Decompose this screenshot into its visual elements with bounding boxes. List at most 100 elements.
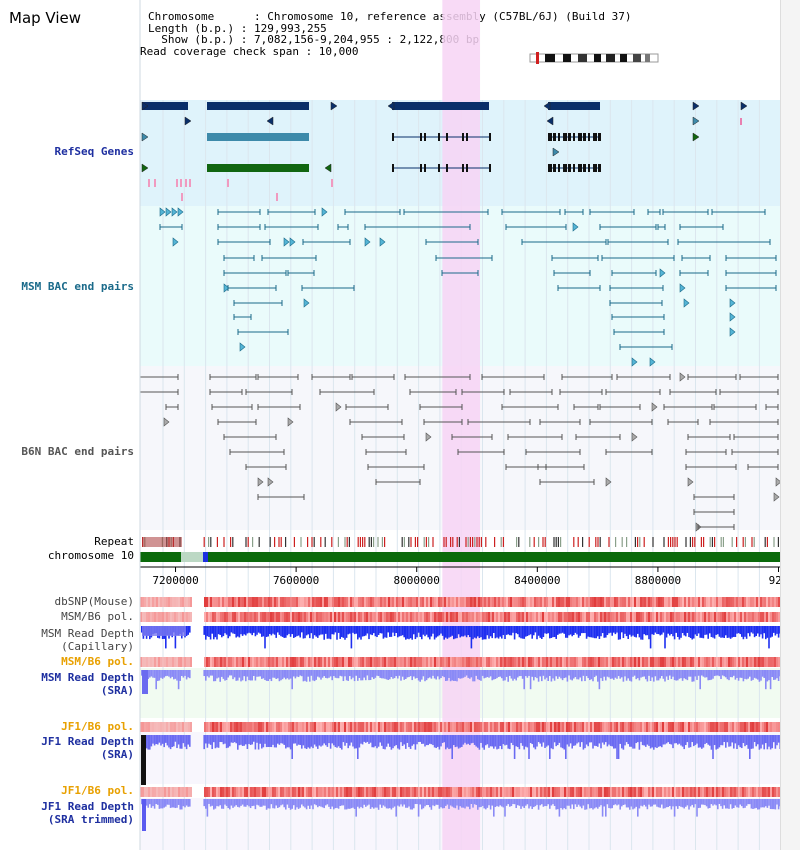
jf1-pol2-cell (718, 787, 720, 797)
refseq-genes[interactable] (141, 101, 748, 201)
msm-bac-label[interactable]: MSM BAC end pairs (21, 280, 134, 293)
msm-pol2-cell (408, 657, 410, 667)
jf1-pol-cell (730, 722, 732, 732)
msm-pol2-cell (208, 657, 210, 667)
jf1-read-depth-trimmed-label[interactable]: JF1 Read Depth (SRA trimmed) (41, 800, 134, 826)
jf1-trim-depth-bar (518, 799, 521, 806)
msm-pol2-cell (508, 657, 510, 667)
gene-strand-arrow (387, 101, 395, 111)
jf1-pol2-cell (448, 787, 450, 797)
msm-pol2-cell (316, 657, 318, 667)
jf1-pol-cell (408, 722, 410, 732)
msm-sra-depth-bar (184, 670, 186, 676)
jf1-pol-cell (686, 722, 688, 732)
msm-pol-cell (308, 612, 310, 622)
data-tracks[interactable] (140, 597, 781, 831)
msm-read-depth-sra-label[interactable]: MSM Read Depth (SRA) (41, 671, 134, 697)
msm-capillary-depth-bar (325, 626, 327, 634)
jf1-trim-depth-bar (617, 799, 620, 805)
msm-pol-cell (706, 612, 708, 622)
msm-pol-cell (668, 612, 670, 622)
jf1-sra-depth-bar (659, 735, 661, 747)
dbsnp-cell (656, 597, 658, 607)
jf1-pol2-cell (582, 787, 584, 797)
msm-pol2-cell (482, 657, 484, 667)
dbsnp-cell (212, 597, 214, 607)
jf1-pol-cell (566, 722, 568, 732)
msm-capillary-depth-bar (557, 626, 559, 635)
msm-pol2-cell (512, 657, 514, 667)
msm-capillary-depth-bar (769, 626, 772, 638)
jf1-pol-cell (282, 722, 284, 732)
msm-b6-pol-label-2[interactable]: MSM/B6 pol. (61, 655, 134, 668)
msm-bac-end-pairs[interactable] (159, 207, 777, 367)
msm-capillary-depth-bar (411, 626, 413, 640)
scroll-edge[interactable] (780, 0, 800, 850)
jf1-read-depth-sra-label[interactable]: JF1 Read Depth (SRA) (41, 735, 134, 761)
msm-sra-depth-bar (349, 670, 351, 677)
jf1-b6-pol-label-2[interactable]: JF1/B6 pol. (61, 784, 134, 797)
msm-pol-cell (730, 612, 732, 622)
highlight-region[interactable] (442, 0, 481, 850)
chromosome-ideogram[interactable] (529, 52, 659, 64)
msm-sra-depth-bar (446, 670, 449, 681)
msm-pol2-cell (366, 657, 368, 667)
msm-sra-depth-bar (545, 670, 548, 678)
jf1-trim-depth-bar (525, 799, 527, 806)
jf1-pol2-cell (676, 787, 678, 797)
jf1-trim-depth-bar (281, 799, 284, 805)
msm-pol2-cell (180, 657, 182, 667)
dbsnp-cell (626, 597, 628, 607)
msm-read-depth-capillary-label[interactable]: MSM Read Depth (Capillary) (41, 627, 134, 653)
jf1-trim-depth-bar (705, 799, 708, 807)
chromosome-bar[interactable] (140, 552, 780, 562)
msm-capillary-depth-bar (552, 626, 554, 638)
jf1-trim-depth-bar (411, 799, 413, 810)
jf1-sra-depth-bar (497, 735, 500, 749)
msm-sra-depth-bar (569, 670, 572, 680)
dbsnp-label[interactable]: dbSNP(Mouse) (54, 595, 134, 608)
msm-capillary-depth-bar (753, 626, 756, 638)
jf1-trim-depth-bar (749, 799, 751, 805)
refseq-label[interactable]: RefSeq Genes (54, 145, 134, 158)
msm-pol2-cell (404, 657, 406, 667)
msm-capillary-depth-bar (542, 626, 545, 638)
jf1-sra-depth-bar (523, 735, 525, 750)
jf1-sra-depth-bar (261, 735, 263, 749)
msm-capillary-depth-bar (723, 626, 725, 639)
msm-capillary-depth-bar (339, 626, 341, 639)
msm-capillary-depth-bar (574, 626, 577, 633)
dbsnp-cell (272, 597, 274, 607)
msm-sra-depth-bar (408, 670, 410, 678)
jf1-pol2-cell (728, 787, 730, 797)
msm-pol2-cell (276, 657, 278, 667)
repeat-element (458, 537, 460, 547)
jf1-sra-depth-bar (405, 735, 407, 749)
msm-b6-pol-label-1[interactable]: MSM/B6 pol. (61, 610, 134, 623)
msm-sra-depth-bar (769, 670, 772, 690)
b6n-bac-end-pairs[interactable] (139, 372, 782, 532)
jf1-b6-pol-label-1[interactable]: JF1/B6 pol. (61, 720, 134, 733)
jf1-trim-depth-bar (606, 799, 609, 805)
jf1-sra-depth-bar (571, 735, 573, 749)
jf1-pol-cell (426, 722, 428, 732)
dbsnp-cell (144, 597, 146, 607)
msm-sra-depth-bar (427, 670, 429, 679)
b6n-bac-label[interactable]: B6N BAC end pairs (21, 445, 134, 458)
jf1-trim-depth-bar (254, 799, 257, 810)
msm-sra-depth-bar (497, 670, 500, 677)
repeat-element (232, 537, 234, 547)
jf1-pol-cell (174, 722, 176, 732)
repeat-element (667, 537, 669, 547)
msm-capillary-depth-bar (515, 626, 517, 634)
msm-sra-depth-bar (513, 670, 516, 679)
msm-capillary-depth-bar (776, 626, 778, 634)
dbsnp-cell (382, 597, 384, 607)
msm-sra-depth-bar (291, 670, 293, 690)
repeat-track[interactable] (142, 537, 779, 547)
msm-capillary-depth-bar (592, 626, 594, 638)
jf1-pol-cell (584, 722, 586, 732)
jf1-pol-cell (772, 722, 774, 732)
msm-pol-cell (352, 612, 354, 622)
